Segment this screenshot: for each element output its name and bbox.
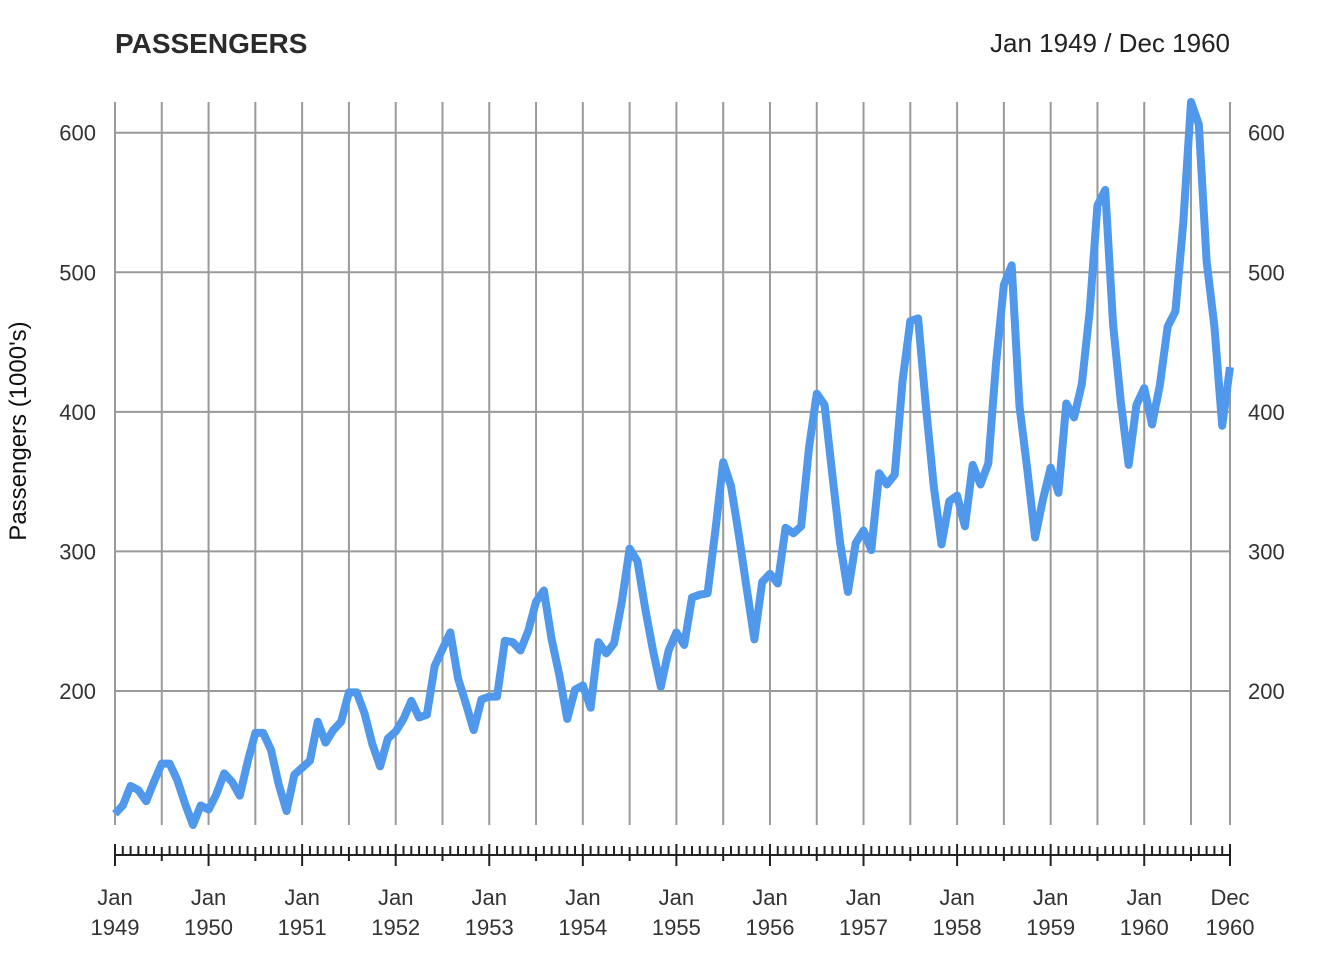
y-tick-label-left: 300 (59, 539, 96, 564)
y-tick-label-right: 300 (1248, 539, 1285, 564)
grid-layer (114, 102, 1231, 825)
x-tick-label: Jan 1956 (745, 885, 794, 940)
x-tick-label: Jan 1952 (371, 885, 420, 940)
x-tick-label: Jan 1958 (933, 885, 982, 940)
y-tick-label-right: 400 (1248, 400, 1285, 425)
x-tick-label: Dec 1960 (1206, 885, 1255, 940)
y-tick-label-left: 600 (59, 121, 96, 146)
y-tick-label-right: 500 (1248, 260, 1285, 285)
chart-title: PASSENGERS (115, 28, 307, 59)
y-tick-label-left: 200 (59, 679, 96, 704)
x-tick-label: Jan 1959 (1026, 885, 1075, 940)
x-axis (114, 844, 1231, 866)
x-tick-label: Jan 1949 (91, 885, 140, 940)
x-tick-label: Jan 1951 (278, 885, 327, 940)
x-tick-label: Jan 1955 (652, 885, 701, 940)
series-layer (112, 98, 1234, 829)
x-tick-label: Jan 1960 (1120, 885, 1169, 940)
y-tick-label-right: 600 (1248, 121, 1285, 146)
x-tick-label: Jan 1954 (558, 885, 607, 940)
x-tick-labels: Jan 1949 Jan 1950 Jan 1951 Jan 1952 Jan 1953 Jan 19… (91, 885, 1255, 940)
y-axis-label: Passengers (1000's) (5, 321, 32, 540)
y-tick-label-right: 200 (1248, 679, 1285, 704)
y-tick-label-left: 500 (59, 260, 96, 285)
x-tick-label: Jan 1953 (465, 885, 514, 940)
x-tick-label: Jan 1957 (839, 885, 888, 940)
series-line-passengers (112, 98, 1234, 829)
y-tick-label-left: 400 (59, 400, 96, 425)
date-range-label: Jan 1949 / Dec 1960 (990, 28, 1230, 58)
y-tick-labels: 200 200 300 300 400 400 500 500 600 600 (59, 121, 1284, 704)
x-tick-label: Jan 1950 (184, 885, 233, 940)
